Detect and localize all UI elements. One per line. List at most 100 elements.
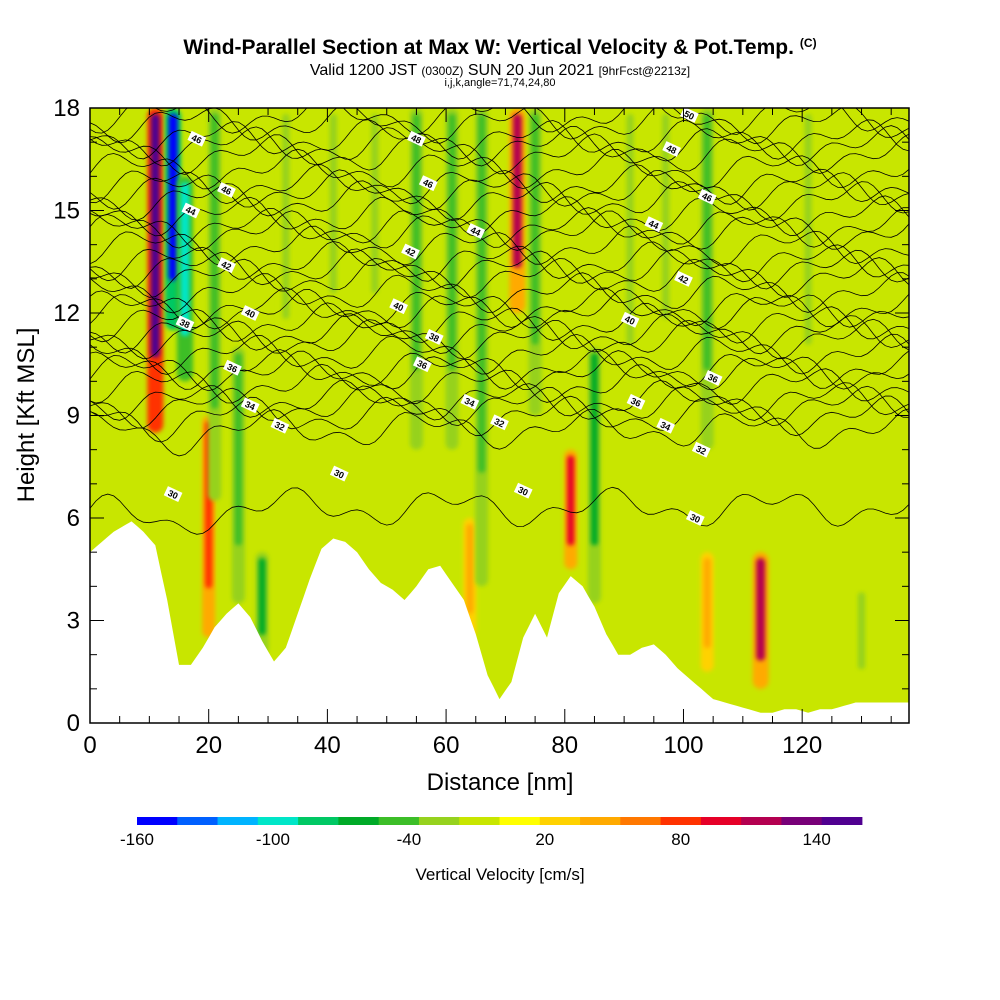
contour-label: 44 [184,204,197,217]
theta-contour-line [90,408,909,457]
w-band-core [662,114,670,319]
w-band-core [478,114,486,473]
contour-label: 34 [659,420,672,433]
w-band-core [756,558,766,661]
colorbar-swatch [620,817,662,825]
contour-label: 46 [700,191,713,204]
contour-label: 46 [220,184,233,197]
w-band-core [234,353,242,546]
y-tick-label: 15 [53,198,80,225]
contour-label: 38 [427,331,440,344]
x-tick-label: 100 [663,732,703,759]
contour-label-bg [240,397,260,414]
contour-label: 42 [220,259,233,272]
x-axis-label: Distance [nm] [427,769,574,796]
colorbar-swatch [580,817,621,825]
colorbar-tick-label: 80 [671,830,690,849]
contour-label: 42 [404,245,417,258]
contour-label: 34 [463,396,476,409]
contour-label: 30 [688,512,701,525]
theta-contour-line [90,148,909,190]
contour-label-bg [270,417,290,434]
colorbar-swatch [499,817,541,825]
contour-label: 50 [683,109,696,122]
w-band-core [703,558,711,648]
contour-label-bg [674,270,693,287]
theta-contour-line [90,164,909,205]
contour-label-bg [412,356,432,373]
theta-contour-line [90,125,909,167]
colorbar-swatch [459,817,500,825]
colorbar-tick-label: -100 [256,830,290,849]
theta-contours [90,108,909,535]
theta-contour-line [90,210,909,252]
w-band-core [258,558,266,636]
theta-contour-line [90,287,909,329]
forecast-info: [9hrFcst@2213z] [598,64,691,78]
contour-label-bg [460,393,480,410]
y-tick-label: 12 [53,300,80,327]
colorbar-swatch [257,817,299,825]
contour-label-bg [223,359,242,376]
contour-label-bg [685,510,705,526]
contour-label-bg [401,243,420,260]
colorbar-swatch [781,817,823,825]
contour-label-bg [662,141,681,157]
contour-label: 30 [516,484,529,497]
theta-contour-line [90,302,909,344]
colorbar-tick-label: -40 [397,830,422,849]
x-tick-label: 120 [782,732,822,759]
theta-contour-line [90,318,909,360]
chart-subtitle: Valid 1200 JST (0300Z) SUN 20 Jun 2021 [… [0,62,1000,80]
chart-title: Wind-Parallel Section at Max W: Vertical… [0,36,1000,60]
y-tick-label: 18 [53,95,80,122]
contour-label: 30 [332,467,345,480]
contour-label: 32 [694,443,707,456]
contour-label: 46 [190,133,203,146]
colorbar: -160 -100 -40 20 80 140 [120,817,863,849]
theta-contour-line [90,350,909,392]
theta-contour-line [90,108,909,135]
contour-label-bg [217,182,236,198]
contour-label: 36 [226,361,239,374]
chart-title-text: Wind-Parallel Section at Max W: Vertical… [183,36,794,59]
theta-contour-line [90,486,909,535]
contour-label-bg [181,202,201,219]
contour-label-bg [680,108,699,123]
w-band-core [857,592,866,670]
colorbar-swatch [418,817,460,825]
contour-label-bg [329,465,349,482]
colorbar-swatch [741,817,782,825]
colorbar-swatch [821,817,863,825]
contour-label-bg [656,417,676,434]
contour-label: 40 [243,307,256,320]
plot-area: 30 30 30 30 32 32 32 34 34 34 36 36 36 36 38 38 40 40 40 42… [90,108,909,723]
contour-label: 32 [273,420,286,433]
valid-time: Valid 1200 JST [309,62,417,79]
theta-contour-line [90,108,909,145]
contour-label: 44 [469,225,482,238]
contour-label-bg [418,175,438,192]
theta-contour-line [90,385,909,429]
x-tick-label: 80 [551,732,578,759]
colorbar-label: Vertical Velocity [cm/s] [415,865,584,884]
contour-label-bg [703,370,723,386]
contour-label: 36 [706,372,719,385]
contour-label: 42 [677,273,690,286]
contour-label: 34 [243,399,256,412]
contour-label: 36 [629,396,642,409]
w-band-core [804,114,812,345]
colorbar-swatch [378,817,420,825]
contour-label-bg [175,315,195,332]
theta-contour-line [90,363,909,405]
theta-contour-line [90,272,909,314]
x-tick-label: 40 [314,732,341,759]
theta-contour-line [90,379,909,421]
w-band-core [703,114,711,371]
contour-label-bg [163,486,183,502]
theta-contour-line [90,195,909,237]
contour-label: 30 [166,488,179,501]
w-band-core [466,524,474,614]
contour-label-bg [466,223,486,239]
